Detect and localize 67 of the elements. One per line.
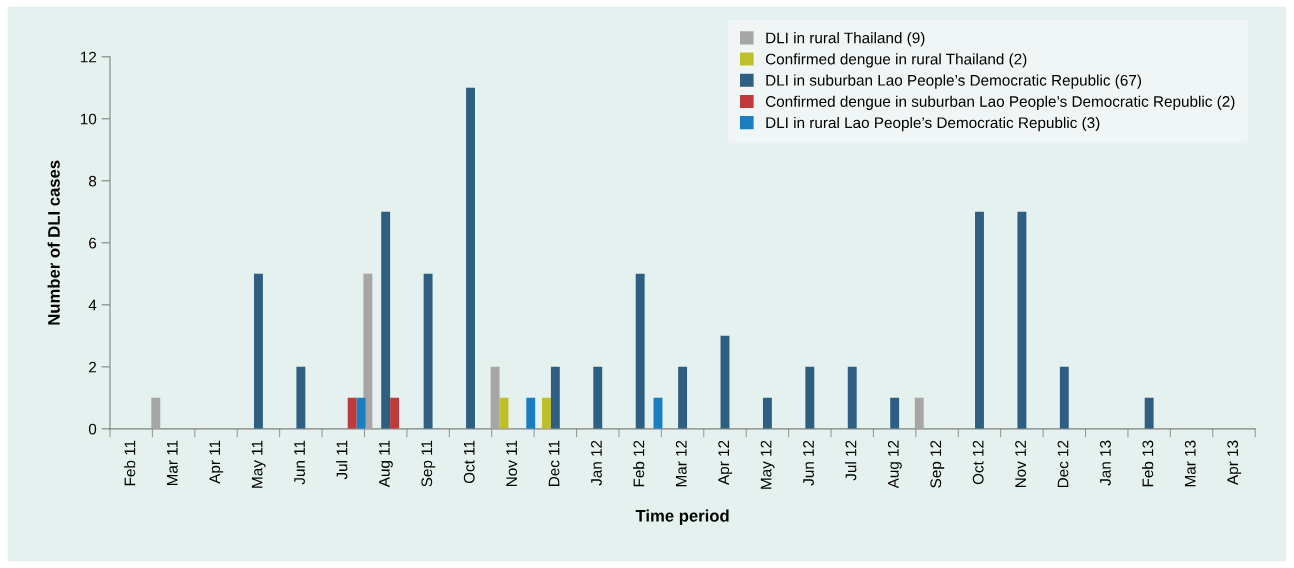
x-tick-label: Aug 12 — [887, 440, 902, 489]
bar — [466, 87, 475, 429]
bar — [550, 366, 560, 429]
bar — [356, 397, 366, 429]
x-tick-label: May 11 — [251, 440, 266, 488]
x-tick-label: Nov 11 — [506, 440, 518, 486]
x-tick-label: Dec 12 — [1057, 440, 1069, 488]
legend-label: DLI in suburban Lao People’s Democratic Republic (67) — [766, 74, 1141, 89]
x-tick-label: Jun 11 — [294, 440, 305, 485]
legend-label: DLI in rural Lao People’s Democratic Republic (3) — [766, 116, 1100, 132]
x-tick-label: Jan 13 — [1100, 440, 1111, 486]
bar — [390, 397, 400, 429]
x-tick-label: Mar 12 — [675, 440, 687, 487]
bar — [381, 211, 391, 429]
x-tick-label: May 12 — [760, 440, 775, 489]
y-tick-label: 10 — [80, 113, 97, 125]
x-tick-label: Nov 12 — [1015, 440, 1026, 488]
bar — [1144, 397, 1154, 429]
bar — [762, 397, 772, 429]
y-tick-label: 0 — [88, 423, 97, 435]
y-axis-title: Number of DLI cases — [47, 160, 60, 325]
bar — [890, 397, 900, 429]
x-tick-label: Apr 12 — [718, 440, 733, 485]
bar — [347, 397, 357, 429]
bar — [914, 397, 924, 429]
x-tick-label: Apr 13 — [1227, 440, 1242, 485]
bar — [490, 366, 500, 429]
y-tick-label: 12 — [80, 51, 97, 63]
bar — [296, 366, 306, 429]
bar — [423, 273, 433, 429]
x-tick-label: Oct 11 — [463, 440, 475, 484]
x-tick-label: Mar 11 — [167, 440, 178, 486]
bar — [635, 273, 645, 429]
legend-label: Confirmed dengue in suburban Lao People’s Democratic Republic (2) — [765, 95, 1235, 110]
x-axis-title: Time period — [635, 509, 729, 526]
bar — [253, 273, 263, 429]
x-tick-label: Jul 11 — [336, 440, 348, 480]
bar — [526, 397, 536, 429]
bar — [541, 397, 551, 429]
legend-label: Confirmed dengue in rural Thailand (2) — [765, 53, 1027, 68]
x-tick-label: Jan 12 — [591, 440, 602, 486]
x-tick-label: Dec 11 — [548, 440, 560, 486]
x-tick-label: Mar 13 — [1184, 440, 1196, 487]
bar — [975, 211, 984, 429]
x-tick-label: Feb 11 — [124, 440, 136, 486]
bar — [847, 366, 857, 429]
y-tick-label: 6 — [89, 237, 97, 249]
bar — [1059, 366, 1069, 429]
bar — [593, 366, 603, 429]
x-tick-label: Aug 11 — [379, 440, 393, 488]
legend-label: DLI in rural Thailand (9) — [766, 32, 925, 47]
x-tick-label: Jul 12 — [845, 440, 857, 481]
x-tick-label: Feb 13 — [1142, 440, 1154, 487]
y-tick-label: 2 — [89, 361, 97, 373]
x-tick-label: Jun 12 — [803, 440, 814, 486]
x-tick-label: Oct 12 — [972, 440, 984, 485]
x-tick-label: Apr 11 — [209, 440, 224, 484]
y-tick-label: 8 — [88, 175, 97, 187]
bar — [678, 366, 688, 429]
bar — [151, 397, 161, 429]
y-tick-label: 4 — [88, 299, 97, 311]
x-tick-label: Sep 11 — [421, 440, 436, 487]
x-tick-label: Sep 12 — [930, 440, 945, 488]
bar — [363, 273, 373, 429]
bar — [805, 366, 815, 429]
bar — [1017, 211, 1027, 429]
x-tick-label: Feb 12 — [633, 440, 645, 487]
